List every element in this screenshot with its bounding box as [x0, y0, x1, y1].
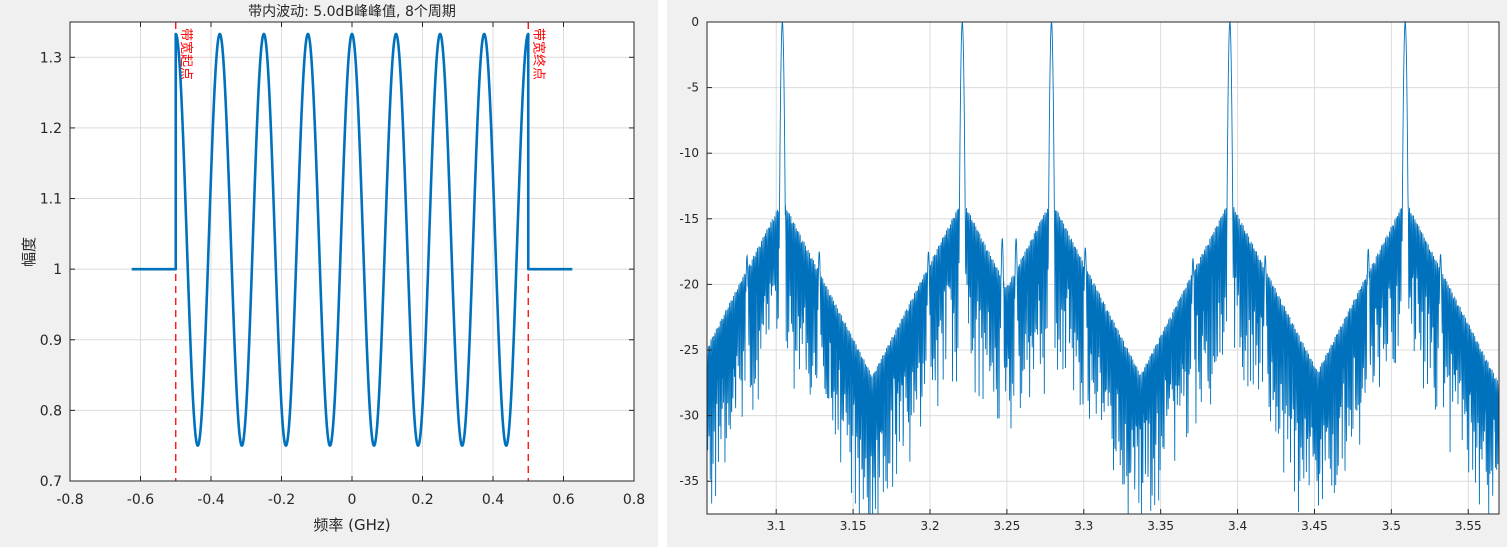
bandwidth-marker-label: 带宽起点 — [178, 28, 194, 80]
x-tick-label: 3.4 — [1228, 519, 1247, 533]
x-tick-label: 3.1 — [767, 519, 786, 533]
x-tick-label: 3.45 — [1301, 519, 1328, 533]
spectrum-trace — [706, 20, 1500, 515]
y-tick-label: -10 — [679, 146, 699, 160]
x-tick-label: 0 — [348, 492, 357, 508]
ripple-chart: 带宽起点 带宽终点 -0.8 -0.6 -0.4 -0.2 0 0.2 0.4 0.6 0.8 0… — [20, 4, 645, 534]
y-tick-label: 1.2 — [40, 121, 62, 137]
x-tick-label: 0.4 — [482, 492, 504, 508]
x-tick-label: 3.15 — [840, 519, 867, 533]
plot-area — [707, 22, 1499, 514]
y-tick-labels: 0 -5 -10 -15 -20 -25 -30 -35 — [679, 15, 699, 488]
y-tick-label: 0.7 — [40, 474, 62, 490]
y-tick-label: 0 — [691, 15, 699, 29]
x-axis-label: 频率 (GHz) — [313, 516, 390, 534]
y-tick-label: -25 — [679, 343, 699, 357]
y-axis-label: 幅度 — [20, 237, 38, 267]
data-series — [706, 20, 1500, 515]
x-tick-label: 0.2 — [411, 492, 433, 508]
x-tick-label: 0.6 — [552, 492, 574, 508]
x-tick-label: -0.4 — [197, 492, 224, 508]
y-tick-label: -5 — [687, 81, 699, 95]
x-tick-label: -0.8 — [56, 492, 83, 508]
ripple-curve — [131, 32, 573, 447]
spectrum-chart: 3.1 3.15 3.2 3.25 3.3 3.35 3.4 3.45 3.5 3.55 0 -5 -… — [679, 15, 1500, 533]
ripple-chart-panel: 带宽起点 带宽终点 -0.8 -0.6 -0.4 -0.2 0 0.2 0.4 0.6 0.8 0… — [0, 0, 658, 547]
tick-marks — [69, 22, 635, 482]
x-tick-label: 3.5 — [1382, 519, 1401, 533]
y-tick-labels: 0.7 0.8 0.9 1 1.1 1.2 1.3 — [40, 50, 62, 490]
y-tick-label: 1.1 — [40, 192, 62, 208]
y-tick-label: -30 — [679, 409, 699, 423]
x-tick-label: 0.8 — [623, 492, 645, 508]
y-tick-label: 1.3 — [40, 50, 62, 66]
y-tick-label: 1 — [53, 262, 62, 278]
chart-title: 带内波动: 5.0dB峰峰值, 8个周期 — [248, 4, 456, 20]
y-tick-label: -35 — [679, 474, 699, 488]
x-tick-label: 3.35 — [1147, 519, 1174, 533]
x-tick-label: -0.6 — [127, 492, 154, 508]
x-tick-labels: -0.8 -0.6 -0.4 -0.2 0 0.2 0.4 0.6 0.8 — [56, 492, 645, 508]
x-tick-label: 3.3 — [1074, 519, 1093, 533]
x-tick-label: 3.25 — [994, 519, 1021, 533]
x-tick-labels: 3.1 3.15 3.2 3.25 3.3 3.35 3.4 3.45 3.5 3.55 — [767, 519, 1482, 533]
data-series — [131, 32, 573, 447]
y-tick-label: 0.8 — [40, 403, 62, 419]
axes-box — [706, 21, 1500, 515]
y-tick-label: -20 — [679, 277, 699, 291]
spectrum-chart-panel: 3.1 3.15 3.2 3.25 3.3 3.35 3.4 3.45 3.5 3.55 0 -5 -… — [667, 0, 1507, 547]
y-tick-label: 0.9 — [40, 333, 62, 349]
tick-marks — [707, 21, 1469, 514]
x-tick-label: 3.55 — [1455, 519, 1482, 533]
x-tick-label: -0.2 — [268, 492, 295, 508]
bandwidth-marker-label: 带宽终点 — [530, 28, 546, 80]
y-tick-label: -15 — [679, 212, 699, 226]
x-tick-label: 3.2 — [920, 519, 939, 533]
